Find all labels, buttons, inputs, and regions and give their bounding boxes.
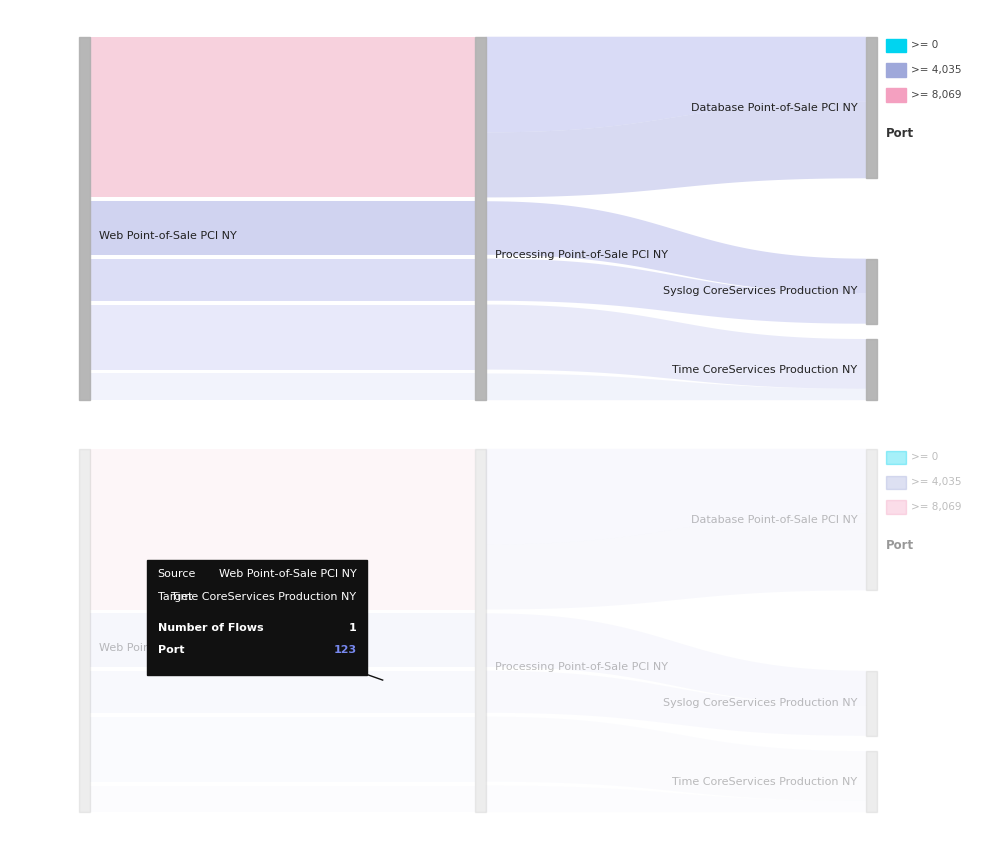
Text: Time CoreServices Production NY: Time CoreServices Production NY [171, 591, 357, 601]
Text: Processing Point-of-Sale PCI NY: Processing Point-of-Sale PCI NY [495, 250, 667, 260]
Text: >= 8,069: >= 8,069 [911, 502, 962, 512]
Polygon shape [486, 201, 866, 294]
Bar [866, 37, 877, 178]
Bar [866, 339, 877, 400]
Bar [866, 449, 877, 590]
Polygon shape [90, 259, 476, 301]
Polygon shape [90, 613, 476, 667]
Text: Web Point-of-Sale PCI NY: Web Point-of-Sale PCI NY [99, 643, 237, 653]
Text: Web Point-of-Sale PCI NY: Web Point-of-Sale PCI NY [99, 230, 237, 241]
Polygon shape [486, 613, 866, 705]
Bar [866, 751, 877, 812]
Text: Processing Point-of-Sale PCI NY: Processing Point-of-Sale PCI NY [495, 662, 667, 672]
Text: >= 4,035: >= 4,035 [911, 477, 962, 487]
Polygon shape [90, 37, 476, 198]
Polygon shape [486, 102, 866, 198]
Polygon shape [486, 717, 866, 801]
Text: Port: Port [158, 645, 184, 655]
Polygon shape [486, 37, 866, 132]
Polygon shape [486, 785, 866, 812]
Polygon shape [90, 671, 476, 713]
Polygon shape [486, 304, 866, 389]
Bar [866, 671, 877, 736]
Polygon shape [90, 201, 476, 255]
Polygon shape [90, 717, 476, 782]
Text: Time CoreServices Production NY: Time CoreServices Production NY [672, 365, 857, 374]
Bar [476, 37, 486, 400]
Text: >= 0: >= 0 [911, 40, 938, 50]
Text: Source: Source [158, 569, 196, 579]
Text: Syslog CoreServices Production NY: Syslog CoreServices Production NY [662, 286, 857, 296]
Text: Database Point-of-Sale PCI NY: Database Point-of-Sale PCI NY [690, 515, 857, 525]
Polygon shape [90, 785, 476, 812]
Polygon shape [368, 674, 384, 680]
Polygon shape [486, 514, 866, 610]
Text: 123: 123 [334, 645, 357, 655]
Text: Port: Port [886, 127, 914, 140]
Text: Port: Port [886, 539, 914, 552]
Polygon shape [486, 671, 866, 736]
Bar [80, 37, 90, 400]
Polygon shape [90, 373, 476, 400]
Text: 1: 1 [349, 622, 357, 632]
Bar [886, 88, 906, 102]
Text: Number of Flows: Number of Flows [158, 622, 264, 632]
Polygon shape [486, 373, 866, 400]
Bar [476, 449, 486, 812]
Bar [886, 476, 906, 489]
Bar [147, 560, 368, 674]
Text: Web Point-of-Sale PCI NY: Web Point-of-Sale PCI NY [219, 569, 357, 579]
Text: >= 4,035: >= 4,035 [911, 65, 962, 75]
Bar [80, 449, 90, 812]
Bar [886, 451, 906, 464]
Polygon shape [486, 449, 866, 544]
Text: >= 8,069: >= 8,069 [911, 90, 962, 100]
Bar [886, 64, 906, 77]
Polygon shape [90, 449, 476, 610]
Bar [886, 39, 906, 52]
Text: Database Point-of-Sale PCI NY: Database Point-of-Sale PCI NY [690, 103, 857, 113]
Polygon shape [486, 259, 866, 324]
Text: Target: Target [158, 591, 192, 601]
Bar [866, 259, 877, 324]
Bar [886, 500, 906, 514]
Text: >= 0: >= 0 [911, 452, 938, 463]
Text: Syslog CoreServices Production NY: Syslog CoreServices Production NY [662, 698, 857, 708]
Polygon shape [90, 304, 476, 370]
Text: Time CoreServices Production NY: Time CoreServices Production NY [672, 777, 857, 786]
